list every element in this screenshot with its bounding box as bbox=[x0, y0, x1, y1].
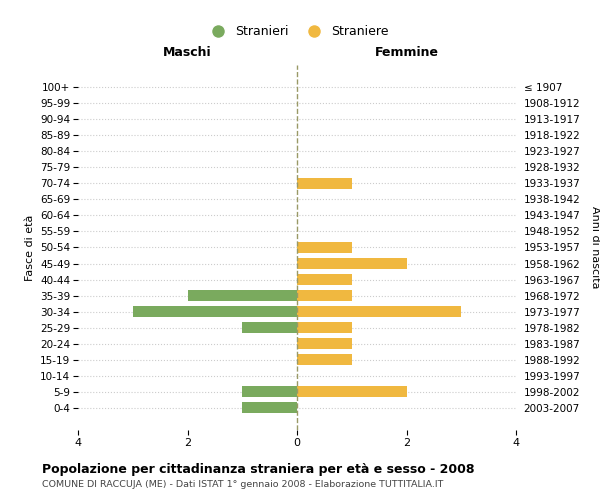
Bar bbox=[297, 258, 407, 270]
Bar bbox=[242, 386, 297, 398]
Bar bbox=[297, 178, 352, 189]
Y-axis label: Fasce di età: Fasce di età bbox=[25, 214, 35, 280]
Bar bbox=[297, 290, 352, 302]
Text: Popolazione per cittadinanza straniera per età e sesso - 2008: Popolazione per cittadinanza straniera p… bbox=[42, 462, 475, 475]
Bar bbox=[297, 306, 461, 318]
Bar bbox=[242, 322, 297, 334]
Bar bbox=[297, 322, 352, 334]
Bar bbox=[297, 354, 352, 366]
Y-axis label: Anni di nascita: Anni di nascita bbox=[590, 206, 600, 289]
Bar bbox=[297, 242, 352, 254]
Text: COMUNE DI RACCUJA (ME) - Dati ISTAT 1° gennaio 2008 - Elaborazione TUTTITALIA.IT: COMUNE DI RACCUJA (ME) - Dati ISTAT 1° g… bbox=[42, 480, 443, 489]
Legend: Stranieri, Straniere: Stranieri, Straniere bbox=[200, 20, 394, 43]
Bar bbox=[297, 338, 352, 349]
Bar bbox=[297, 274, 352, 285]
Bar bbox=[187, 290, 297, 302]
Bar bbox=[133, 306, 297, 318]
Bar bbox=[242, 402, 297, 413]
Bar bbox=[297, 386, 407, 398]
